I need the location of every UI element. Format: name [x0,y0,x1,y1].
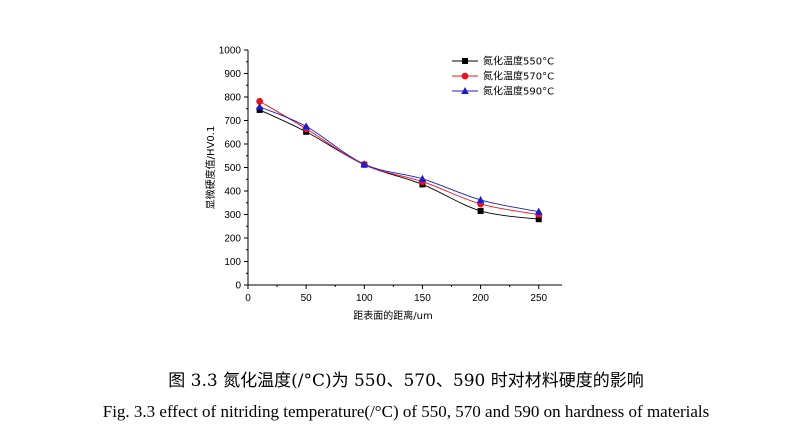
y-tick-label: 100 [224,257,241,268]
data-point [360,160,369,168]
data-point [256,106,263,113]
series-2 [256,97,543,218]
y-tick-label: 300 [224,210,241,221]
data-point [534,207,543,215]
y-tick-label: 900 [224,69,241,80]
data-point [255,102,264,110]
data-point [477,207,484,214]
series-line [259,100,539,215]
y-tick-label: 800 [224,93,241,104]
data-point [302,122,310,130]
legend-label: 氮化温度550°C [483,55,554,68]
series-3 [255,102,543,215]
legend-marker [462,58,468,64]
series-line [259,106,539,213]
x-tick-label: 200 [472,293,489,304]
x-axis-ticks: 0 50 100 150 200 250 [245,285,548,304]
chart-series [255,97,543,223]
y-tick-label: 700 [224,116,241,127]
y-tick-label: 200 [224,234,241,245]
x-tick-label: 100 [356,293,373,304]
y-axis-ticks: 0 100 200 300 400 500 600 700 800 900 1000 [219,46,248,292]
hardness-chart: 0 50 100 150 200 250 0 100 200 300 400 500 600 700 80… [204,46,562,322]
y-tick-label: 1000 [219,46,242,57]
y-tick-label: 500 [224,163,241,174]
x-tick-label: 0 [245,293,251,304]
data-point [256,97,264,105]
figure-caption-english: Fig. 3.3 effect of nitriding temperature… [102,402,710,421]
data-point [476,195,485,203]
chart-axes [247,50,562,286]
y-tick-label: 600 [224,140,241,151]
x-tick-label: 250 [530,293,547,304]
legend-item: 氮化温度550°C [452,55,554,68]
x-tick-label: 150 [414,293,431,304]
legend-marker [461,87,469,94]
legend-marker [461,72,469,80]
legend-label: 氮化温度570°C [483,70,554,83]
y-tick-label: 0 [235,281,241,292]
figure-caption-chinese: 图 3.3 氮化温度(/°C)为 550、570、590 时对材料硬度的影响 [168,371,644,391]
x-tick-label: 50 [301,293,313,304]
chart-legend: 氮化温度550°C 氮化温度570°C 氮化温度590°C [452,55,554,98]
x-axis-label: 距表面的距离/um [353,309,432,322]
legend-item: 氮化温度590°C [452,85,554,98]
y-axis-label: 显微硬度值/HV0.1 [204,126,217,210]
data-point [535,216,542,223]
legend-item: 氮化温度570°C [452,70,554,83]
data-point [418,174,427,182]
legend-label: 氮化温度590°C [483,85,554,98]
y-tick-label: 400 [224,187,241,198]
